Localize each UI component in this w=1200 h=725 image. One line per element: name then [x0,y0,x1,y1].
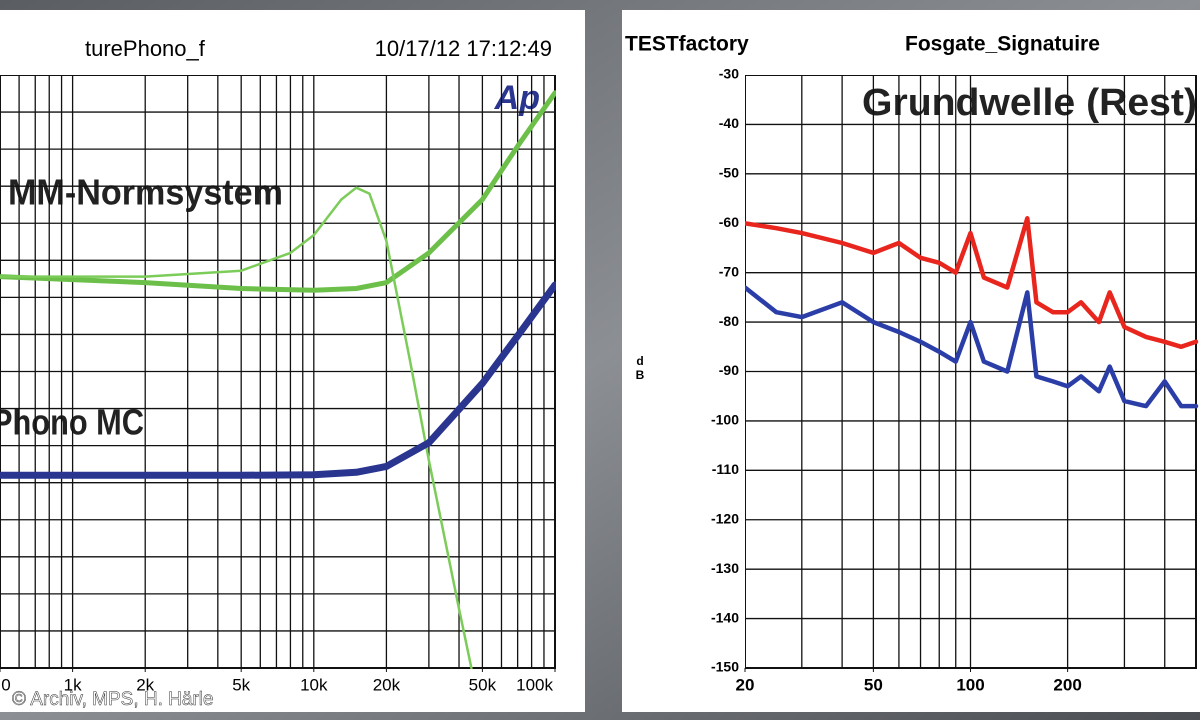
right-title: Fosgate_Signatuire [905,33,1100,56]
y-tick-label: -100 [711,412,739,428]
x-tick-label: 20k [373,675,401,694]
plot [745,75,1199,669]
x-tick-label: 50 [864,675,883,694]
series-line [745,216,1199,350]
y-tick-label: -130 [711,560,739,576]
x-tick-label: 50k [469,675,497,694]
logo: Ap [494,79,540,117]
x-tick-label: 1k [64,675,82,694]
left-timestamp: 10/17/12 17:12:49 [375,36,552,61]
x-tick-label: 200 [1053,675,1081,694]
y-tick-label: -150 [711,659,739,675]
y-tick-label: -60 [719,214,739,230]
plot-frame [0,75,556,669]
y-tick-label: -110 [712,461,739,477]
y-tick-label: -30 [719,66,739,82]
series-line [0,90,556,293]
y-tick-label: -40 [719,115,739,131]
right-panel [622,10,1200,712]
x-tick-label: 10k [300,675,328,694]
x-tick-label: 100k [516,675,553,694]
x-tick-label: 2k [136,675,154,694]
y-tick-label: -80 [719,313,739,329]
y-tick-label: -120 [711,510,739,526]
x-tick-label: 5k [232,675,250,694]
y-tick-label: -90 [719,362,739,378]
left-panel [0,10,585,712]
credit: © Archiv, MPS, H. Härle [12,689,214,710]
plot [0,75,556,669]
y-tick-label: -70 [719,263,739,279]
series-line [745,285,1199,409]
y-tick-label: -140 [711,609,739,625]
left-title: turePhono_f [85,36,206,61]
x-tick-label: 20 [736,675,755,694]
x-tick-label: 0 [1,675,10,694]
series-line [0,281,556,479]
y-tick-label: -50 [719,165,739,181]
x-tick-label: 100 [956,675,984,694]
right-subtitle: TESTfactory [625,33,749,56]
annotation: Grundwelle (Rest) [862,82,1197,124]
